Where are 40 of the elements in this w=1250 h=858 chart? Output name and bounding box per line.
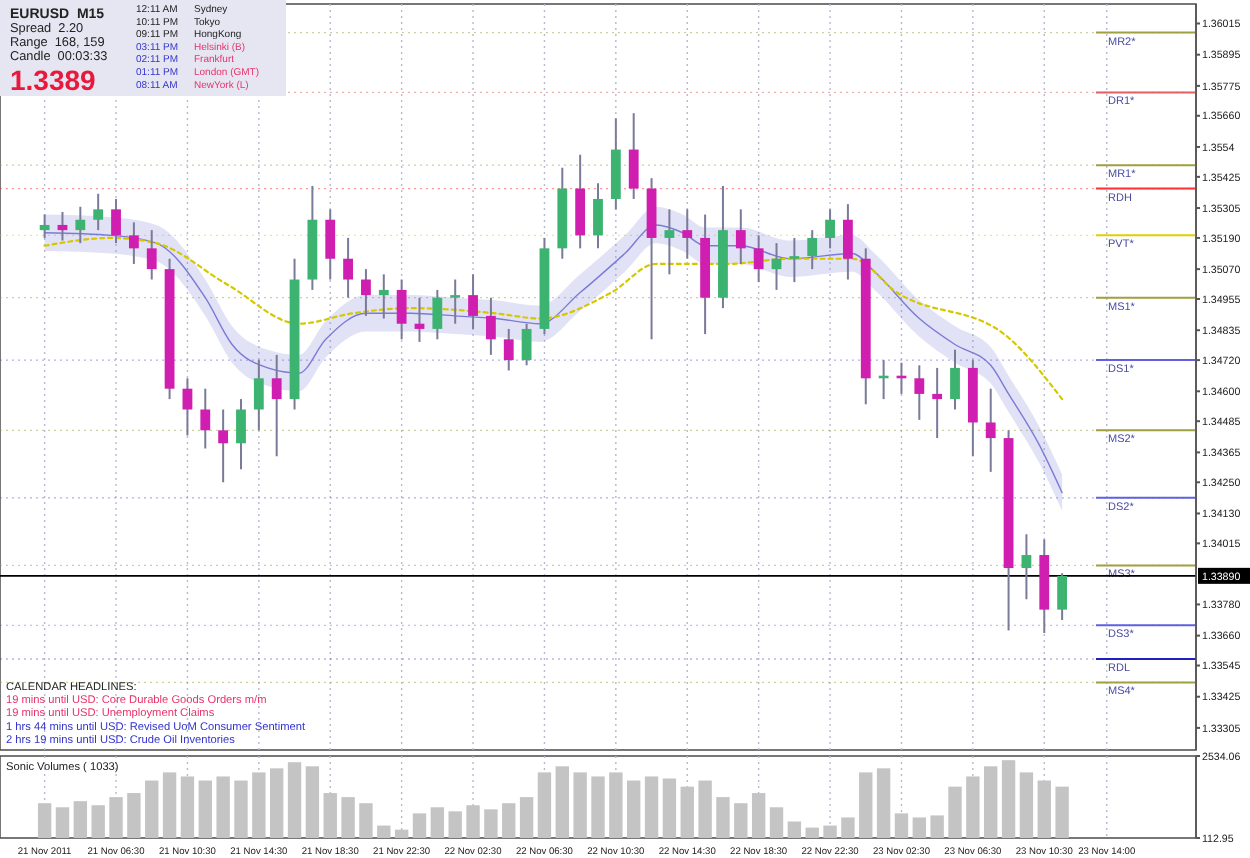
candlestick xyxy=(932,366,943,440)
candlestick xyxy=(396,278,407,341)
candlestick xyxy=(111,197,121,245)
annotation: 1.3389 xyxy=(10,64,97,96)
candlestick xyxy=(985,387,996,473)
candlestick xyxy=(485,296,496,356)
candlestick xyxy=(664,208,675,276)
candlestick xyxy=(236,398,246,471)
candlestick xyxy=(218,408,229,484)
candlestick xyxy=(843,203,853,281)
candlestick xyxy=(1057,572,1068,622)
candlestick xyxy=(343,236,353,299)
candlestick xyxy=(1021,533,1032,601)
candlestick xyxy=(200,387,211,450)
candlestick xyxy=(361,268,371,317)
candlestick xyxy=(378,273,389,320)
candlestick xyxy=(271,353,282,458)
candlestick xyxy=(753,234,764,284)
candlestick xyxy=(39,213,50,239)
candlestick xyxy=(325,208,336,281)
candlestick xyxy=(521,322,532,367)
candlestick xyxy=(468,273,478,330)
candlestick xyxy=(432,288,443,341)
candlestick xyxy=(825,208,835,250)
candlestick xyxy=(253,359,264,432)
candlestick xyxy=(128,221,139,265)
candlestick xyxy=(593,182,603,250)
candlestick xyxy=(575,153,586,250)
candlestick xyxy=(450,278,461,325)
candlestick xyxy=(950,348,960,411)
candlestick xyxy=(682,208,693,260)
candlestick xyxy=(807,229,818,271)
candlestick xyxy=(735,208,746,265)
candlestick xyxy=(503,327,514,372)
candlestick xyxy=(75,205,86,245)
candlestick xyxy=(789,236,800,284)
candlestick xyxy=(914,364,925,421)
candlestick xyxy=(628,112,639,200)
candlestick xyxy=(93,192,104,232)
candlestick xyxy=(146,229,157,281)
